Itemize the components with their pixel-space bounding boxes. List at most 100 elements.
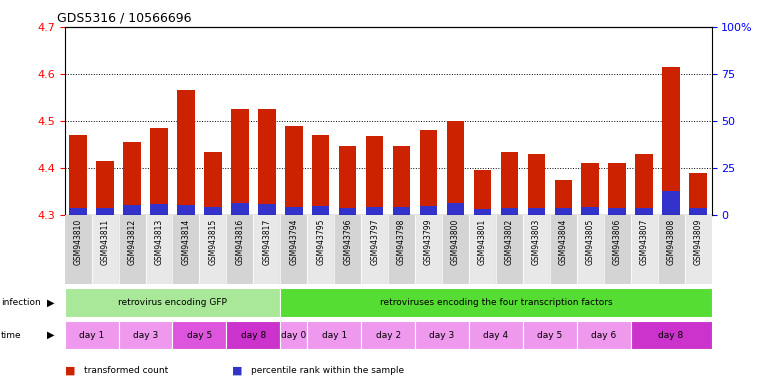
Text: GSM943802: GSM943802: [505, 218, 514, 265]
Bar: [199, 215, 227, 284]
Bar: [123, 142, 141, 215]
Bar: [689, 173, 707, 215]
Bar: [442, 215, 469, 284]
Text: GSM943808: GSM943808: [667, 218, 676, 265]
Text: GSM943805: GSM943805: [586, 218, 595, 265]
Text: retroviruses encoding the four transcription factors: retroviruses encoding the four transcrip…: [380, 298, 613, 307]
Text: GSM943817: GSM943817: [263, 218, 272, 265]
Bar: [523, 215, 550, 284]
Bar: [123, 205, 141, 215]
Bar: [469, 321, 523, 349]
Text: GSM943809: GSM943809: [693, 218, 702, 265]
Bar: [65, 288, 280, 317]
Bar: [501, 152, 518, 215]
Bar: [227, 321, 280, 349]
Bar: [550, 215, 577, 284]
Bar: [635, 154, 653, 215]
Bar: [555, 209, 572, 215]
Bar: [631, 215, 658, 284]
Text: GSM943816: GSM943816: [235, 218, 244, 265]
Bar: [388, 215, 415, 284]
Text: day 2: day 2: [375, 331, 401, 339]
Bar: [204, 152, 221, 215]
Text: day 1: day 1: [322, 331, 347, 339]
Bar: [285, 207, 303, 215]
Bar: [366, 136, 384, 215]
Text: GSM943803: GSM943803: [532, 218, 541, 265]
Text: GSM943794: GSM943794: [289, 218, 298, 265]
Bar: [307, 215, 334, 284]
Bar: [420, 205, 438, 215]
Bar: [420, 130, 438, 215]
Text: day 3: day 3: [429, 331, 454, 339]
Text: transformed count: transformed count: [84, 366, 168, 375]
Bar: [231, 109, 249, 215]
Bar: [447, 203, 464, 215]
Bar: [312, 205, 330, 215]
Bar: [473, 170, 491, 215]
Bar: [635, 207, 653, 215]
Bar: [361, 215, 388, 284]
Text: day 8: day 8: [658, 331, 683, 339]
Bar: [662, 67, 680, 215]
Text: ■: ■: [232, 366, 243, 376]
Text: GSM943813: GSM943813: [154, 218, 164, 265]
Text: GSM943807: GSM943807: [640, 218, 648, 265]
Text: day 3: day 3: [133, 331, 158, 339]
Bar: [65, 321, 119, 349]
Bar: [527, 207, 545, 215]
Text: GSM943814: GSM943814: [181, 218, 190, 265]
Text: GSM943811: GSM943811: [100, 218, 110, 265]
Bar: [609, 163, 626, 215]
Text: day 4: day 4: [483, 331, 508, 339]
Text: GSM943806: GSM943806: [613, 218, 622, 265]
Bar: [555, 180, 572, 215]
Bar: [603, 215, 631, 284]
Bar: [689, 209, 707, 215]
Text: GSM943798: GSM943798: [397, 218, 406, 265]
Bar: [658, 215, 685, 284]
Text: time: time: [1, 331, 21, 339]
Text: GSM943797: GSM943797: [370, 218, 379, 265]
Bar: [280, 321, 307, 349]
Text: day 8: day 8: [240, 331, 266, 339]
Bar: [69, 209, 87, 215]
Text: infection: infection: [1, 298, 40, 307]
Text: ▶: ▶: [47, 330, 55, 340]
Bar: [258, 109, 275, 215]
Text: GSM943795: GSM943795: [317, 218, 325, 265]
Bar: [527, 154, 545, 215]
Bar: [150, 128, 167, 215]
Bar: [334, 215, 361, 284]
Bar: [469, 215, 496, 284]
Bar: [231, 203, 249, 215]
Text: percentile rank within the sample: percentile rank within the sample: [251, 366, 404, 375]
Bar: [150, 204, 167, 215]
Text: day 1: day 1: [79, 331, 104, 339]
Text: day 0: day 0: [281, 331, 307, 339]
Text: day 5: day 5: [186, 331, 212, 339]
Bar: [609, 209, 626, 215]
Text: GSM943812: GSM943812: [128, 218, 136, 265]
Bar: [280, 215, 307, 284]
Bar: [258, 204, 275, 215]
Bar: [581, 207, 599, 215]
Bar: [280, 288, 712, 317]
Bar: [91, 215, 119, 284]
Text: day 6: day 6: [591, 331, 616, 339]
Bar: [119, 215, 145, 284]
Text: GSM943799: GSM943799: [424, 218, 433, 265]
Bar: [339, 146, 356, 215]
Bar: [173, 321, 227, 349]
Text: ▶: ▶: [47, 297, 55, 308]
Bar: [577, 215, 603, 284]
Bar: [415, 321, 469, 349]
Bar: [204, 207, 221, 215]
Bar: [285, 126, 303, 215]
Text: GSM943804: GSM943804: [559, 218, 568, 265]
Bar: [227, 215, 253, 284]
Bar: [307, 321, 361, 349]
Bar: [312, 135, 330, 215]
Text: GSM943796: GSM943796: [343, 218, 352, 265]
Bar: [631, 321, 712, 349]
